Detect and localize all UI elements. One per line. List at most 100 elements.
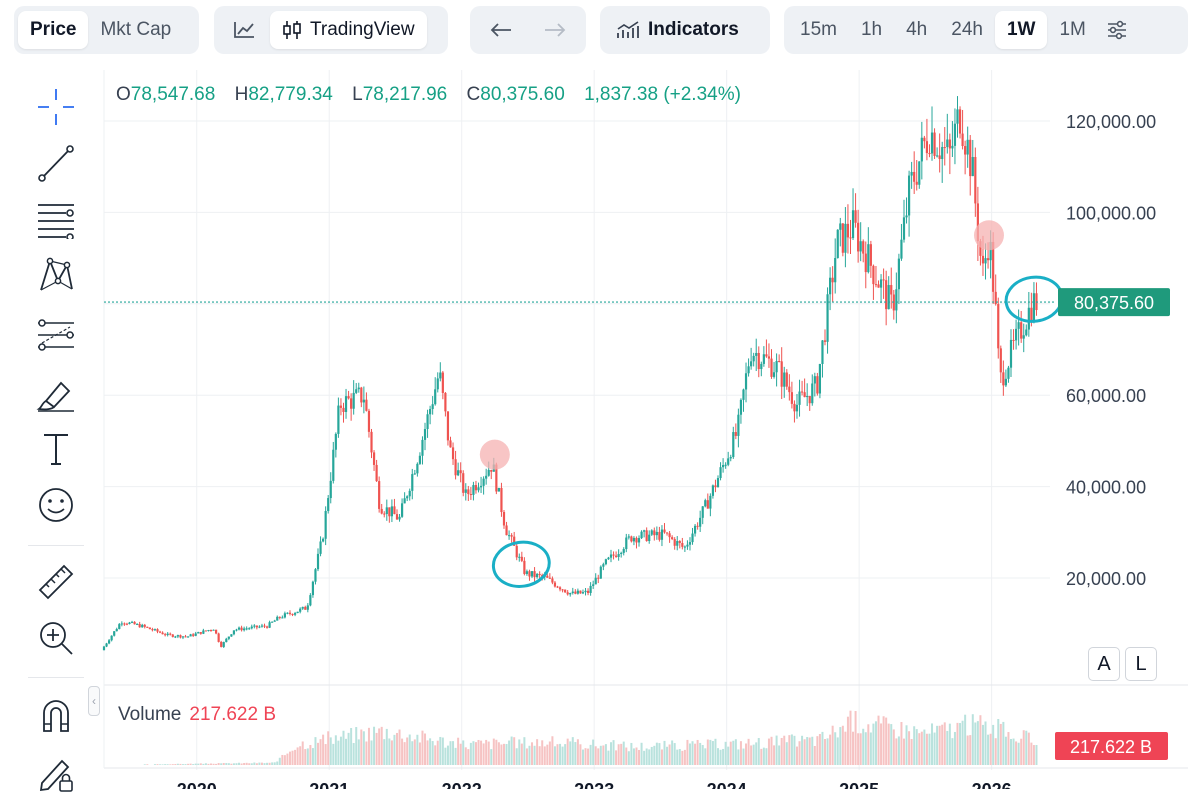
indicators-button[interactable]: Indicators [604,11,751,49]
volume-bar [994,738,997,765]
volume-bar [857,733,860,765]
timeframe-24h[interactable]: 24h [951,19,983,40]
tab-mkt-cap[interactable]: Mkt Cap [100,19,172,40]
candle-body [263,625,266,627]
candle-body [1022,335,1025,339]
volume-bar [418,742,421,765]
volume-bar [345,738,348,765]
candle-body [770,358,773,377]
volume-bar [373,726,376,765]
volume-bar [755,742,758,765]
volume-bar [841,725,844,765]
volume-bar [403,742,406,765]
volume-bar [362,731,365,765]
magnet-tool[interactable] [26,692,86,738]
candle-body [184,636,187,638]
candle-body [487,469,490,476]
collapse-panel-button[interactable]: ‹ [88,686,100,716]
volume-bar [798,741,801,765]
volume-bar [329,737,332,765]
measure-tool[interactable] [26,559,86,605]
volume-bar [1032,745,1035,765]
volume-bar [238,762,241,765]
volume-bar [166,764,169,765]
candle-body [495,464,498,492]
prediction-tool[interactable] [26,312,86,358]
pattern-tool[interactable] [26,252,86,298]
zoom-in-tool[interactable] [26,615,86,661]
candle-body [979,241,982,256]
candle-body [431,404,434,410]
volume-bar [194,763,197,765]
timeframe-1w[interactable]: 1W [994,11,1048,49]
volume-bar [732,740,735,765]
trend-line-tool[interactable] [26,140,86,186]
volume-bar [388,738,391,765]
crosshair-tool[interactable] [26,84,86,130]
volume-bar [309,744,312,765]
projection-icon [36,315,76,355]
log-scale-button[interactable]: L [1125,647,1157,681]
x-tick-label: 2025 [839,780,879,789]
volume-bar [230,763,233,765]
volume-bar [984,721,987,765]
text-tool[interactable] [26,426,86,472]
candle-body [879,279,883,288]
volume-bar [931,723,934,765]
low-key: L [352,84,363,105]
candle-body [643,530,646,532]
candle-body [513,536,516,546]
candle-body [739,399,743,415]
brush-tool[interactable] [26,370,86,416]
volume-bar [589,744,592,765]
volume-bar [515,748,518,765]
candle-body [186,636,190,638]
timeframe-1m[interactable]: 1M [1059,19,1086,40]
emoji-tool[interactable] [26,482,86,528]
volume-bar [411,741,414,765]
candle-body [283,613,286,618]
candle-body [900,239,903,259]
candle-body [194,633,197,636]
volume-bar [650,746,653,765]
lock-drawings-tool[interactable] [26,750,86,796]
timeframe-4h[interactable]: 4h [906,19,928,40]
candle-body [920,137,923,162]
volume-bar [602,745,605,765]
volume-bar [347,732,350,765]
candle-body [192,634,195,636]
auto-scale-button[interactable]: A [1088,647,1120,681]
open-value: 78,547.68 [130,84,216,105]
candle-body [765,354,768,357]
volume-bar [874,721,877,765]
forward-button[interactable] [528,11,582,49]
candle-body [673,539,676,546]
back-button[interactable] [474,11,528,49]
candle-body [571,591,574,594]
candle-body [676,541,679,546]
candle-body [510,535,513,537]
volume-bar [742,748,745,765]
timeframe-1h[interactable]: 1h [860,19,883,40]
candle-body [268,622,271,628]
line-chart-button[interactable] [218,11,270,49]
volume-bar [518,739,521,765]
tradingview-button[interactable]: TradingView [270,11,427,49]
y-tick-label: 40,000.00 [1066,478,1146,498]
candle-body [316,553,320,570]
volume-bar [492,738,495,765]
candle-body [477,487,480,491]
fib-retracement-tool[interactable] [26,196,86,242]
candle-body [964,146,967,155]
candle-body [118,624,121,630]
candle-body [296,611,299,614]
candle-body [525,571,529,574]
chart-settings-button[interactable] [1098,11,1136,49]
volume-bar [737,749,740,765]
candle-body [783,372,786,387]
volume-bar [1015,741,1018,765]
candle-body [823,340,827,342]
tab-price[interactable]: Price [18,11,89,49]
timeframe-15m[interactable]: 15m [800,19,837,40]
candle-body [597,577,600,579]
